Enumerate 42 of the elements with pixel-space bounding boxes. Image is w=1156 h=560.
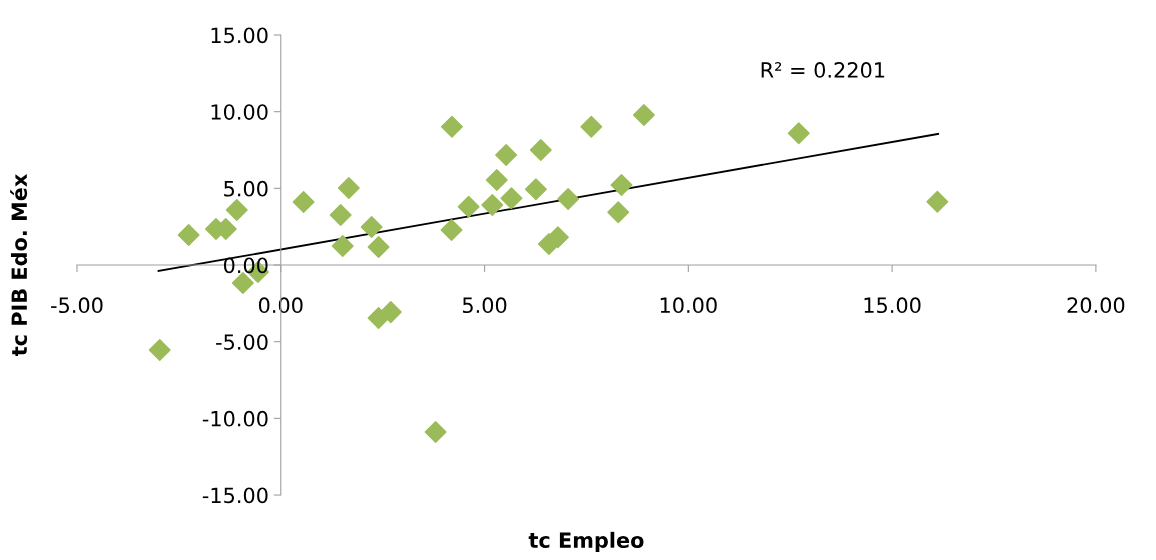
point bbox=[632, 104, 655, 127]
x-axis-title: tc Empleo bbox=[528, 531, 644, 553]
point bbox=[360, 215, 383, 238]
point bbox=[367, 236, 390, 259]
point bbox=[557, 187, 580, 210]
x-tick-label: 5.00 bbox=[462, 297, 507, 314]
point bbox=[329, 204, 352, 227]
x-tick-label: 20.00 bbox=[1067, 297, 1125, 314]
point bbox=[610, 173, 633, 196]
y-tick-label: 10.00 bbox=[211, 104, 268, 120]
point bbox=[500, 187, 523, 210]
y-tick-label: -15.00 bbox=[202, 487, 268, 504]
point bbox=[440, 219, 463, 242]
point bbox=[495, 143, 518, 166]
y-tick-label: -10.00 bbox=[202, 410, 268, 427]
x-tick-label: 15.00 bbox=[864, 297, 921, 314]
x-tick-label: 0.00 bbox=[258, 297, 303, 314]
annotation: R² = 0.2201 bbox=[761, 62, 885, 78]
point bbox=[424, 421, 447, 444]
y-tick-label: 5.00 bbox=[224, 180, 268, 197]
point bbox=[926, 190, 949, 213]
x-tick-label: -5.00 bbox=[51, 297, 103, 314]
point bbox=[379, 301, 402, 324]
y-tick-label: 15.00 bbox=[211, 27, 268, 44]
point bbox=[524, 178, 547, 201]
y-tick-label: -5.00 bbox=[216, 334, 268, 350]
point bbox=[177, 223, 200, 246]
point bbox=[457, 195, 480, 218]
point bbox=[607, 201, 630, 224]
point bbox=[481, 194, 504, 217]
point bbox=[580, 115, 603, 138]
point bbox=[787, 122, 810, 145]
point bbox=[440, 115, 463, 138]
point bbox=[337, 177, 360, 200]
point bbox=[485, 169, 508, 192]
point bbox=[148, 338, 171, 361]
point bbox=[225, 198, 248, 221]
point bbox=[292, 190, 315, 213]
point bbox=[331, 235, 354, 258]
x-tick-label: 10.00 bbox=[660, 297, 717, 314]
point bbox=[529, 139, 552, 162]
y-axis-title: tc PIB Edo. Méx bbox=[10, 174, 28, 357]
